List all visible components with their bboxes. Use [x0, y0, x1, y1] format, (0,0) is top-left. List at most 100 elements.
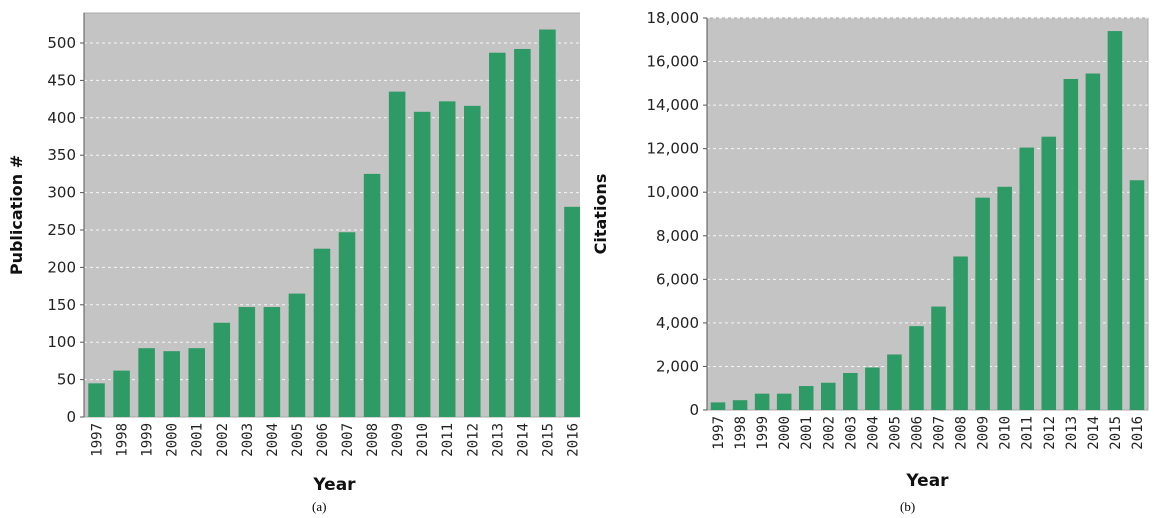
y-tick-label: 8,000: [656, 227, 699, 245]
bar-1998: [113, 370, 130, 417]
bar-2016: [1129, 180, 1145, 410]
x-axis-title: Year: [312, 475, 356, 495]
x-tick-label: 1997: [90, 423, 106, 457]
x-tick-label: 2015: [540, 423, 556, 457]
x-tick-label: 2012: [465, 423, 481, 457]
bar-2012: [464, 105, 481, 417]
bar-2006: [909, 326, 924, 410]
bar-1997: [710, 402, 726, 410]
x-tick-label: 2014: [515, 423, 531, 457]
bar-2003: [843, 372, 858, 410]
y-tick-label: 4,000: [656, 314, 699, 332]
bar-2006: [313, 248, 331, 417]
bar-2002: [820, 382, 836, 410]
y-tick-label: 16,000: [647, 53, 700, 71]
x-tick-label: 2006: [315, 423, 331, 457]
bar-2007: [338, 232, 356, 417]
x-tick-label: 1999: [140, 423, 156, 457]
y-axis-title: Citations: [591, 174, 610, 255]
bar-2016: [564, 206, 580, 417]
bar-2005: [887, 354, 902, 410]
y-tick-label: 350: [47, 146, 76, 164]
y-tick-label: 50: [57, 371, 76, 389]
x-tick-label: 2011: [1020, 416, 1036, 450]
x-tick-label: 2013: [490, 423, 506, 457]
bar-2003: [238, 307, 256, 417]
x-axis-title: Year: [905, 471, 949, 491]
y-tick-label: 500: [47, 34, 76, 52]
bar-2015: [1107, 31, 1123, 411]
y-tick-label: 0: [66, 408, 76, 426]
x-tick-label: 2008: [954, 416, 970, 450]
bar-2014: [1085, 73, 1101, 411]
y-tick-label: 6,000: [656, 270, 699, 288]
bar-2014: [514, 48, 531, 417]
x-tick-label: 2004: [865, 416, 881, 450]
x-tick-label: 2010: [998, 416, 1014, 450]
x-tick-label: 2016: [1130, 416, 1146, 450]
y-tick-label: 2,000: [656, 357, 699, 375]
x-tick-label: 2015: [1108, 416, 1124, 450]
bar-2007: [931, 306, 946, 410]
y-tick-label: 250: [47, 221, 76, 239]
bar-1999: [754, 393, 770, 410]
x-tick-label: 2002: [821, 416, 837, 450]
bar-2005: [288, 293, 306, 417]
y-tick-label: 18,000: [647, 9, 700, 27]
x-tick-label: 2005: [887, 416, 903, 450]
bar-2002: [213, 322, 231, 417]
y-tick-label: 400: [47, 109, 76, 127]
plot-area: [83, 12, 580, 418]
bar-2015: [539, 29, 556, 417]
y-tick-label: 10,000: [647, 183, 700, 201]
y-tick-label: 0: [689, 401, 699, 419]
bar-1997: [88, 383, 105, 417]
plot-area: [706, 17, 1149, 411]
bar-2012: [1041, 136, 1057, 410]
x-tick-label: 2003: [843, 416, 859, 450]
y-tick-label: 150: [47, 296, 76, 314]
bar-2009: [388, 91, 406, 418]
bar-2004: [263, 307, 281, 417]
x-tick-label: 1997: [711, 416, 727, 450]
x-tick-label: 2007: [932, 416, 948, 450]
x-tick-label: 2003: [240, 423, 256, 457]
x-tick-label: 2004: [265, 423, 281, 457]
x-tick-label: 2010: [415, 423, 431, 457]
caption-b: (b): [900, 499, 916, 514]
x-tick-label: 2001: [190, 423, 206, 457]
x-tick-label: 2000: [777, 416, 793, 450]
bar-2011: [1019, 147, 1035, 411]
citations-chart: 0 2,000 4,000 6,000 8,000 10,000 12,000 14,000 1…: [590, 0, 1154, 500]
y-tick-label: 450: [47, 71, 76, 89]
x-tick-label: 2009: [390, 423, 406, 457]
x-tick-label: 2000: [165, 423, 181, 457]
x-tick-label: 2013: [1064, 416, 1080, 450]
bar-1999: [138, 348, 155, 417]
citations-chart-svg: 0 2,000 4,000 6,000 8,000 10,000 12,000 14,000 1…: [591, 9, 1149, 491]
bar-2013: [1063, 78, 1079, 410]
bar-2013: [489, 52, 506, 417]
bar-1998: [732, 400, 748, 410]
x-tick-label: 2009: [976, 416, 992, 450]
bar-2001: [188, 348, 205, 417]
publications-chart: 0 50 100 150 200 250 300 350 400 450 500 1997 1998 19…: [0, 0, 580, 500]
x-tick-label: 1998: [115, 423, 131, 457]
x-tick-label: 2008: [365, 423, 381, 457]
y-tick-label: 300: [47, 184, 76, 202]
x-tick-label: 2002: [215, 423, 231, 457]
x-tick-label: 2001: [799, 416, 815, 450]
bar-2004: [865, 367, 880, 410]
bar-2001: [798, 386, 814, 410]
x-tick-label: 2011: [440, 423, 456, 457]
caption-a: (a): [312, 499, 327, 514]
publications-chart-svg: 0 50 100 150 200 250 300 350 400 450 500 1997 1998 19…: [7, 12, 580, 495]
bar-2008: [363, 173, 381, 417]
y-tick-label: 100: [47, 333, 76, 351]
bar-2000: [163, 351, 180, 417]
x-tick-label: 1998: [733, 416, 749, 450]
y-tick-label: 200: [47, 258, 76, 276]
bar-2011: [438, 101, 456, 418]
bar-2010: [997, 186, 1012, 410]
x-tick-label: 2006: [909, 416, 925, 450]
